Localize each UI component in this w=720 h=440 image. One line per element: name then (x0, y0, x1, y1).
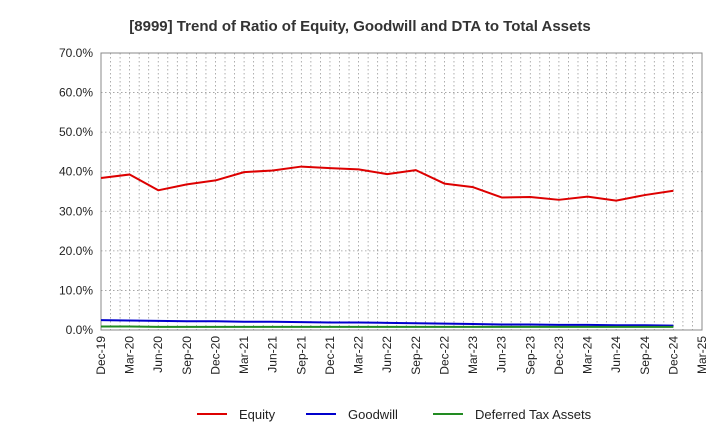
legend-label: Deferred Tax Assets (475, 407, 592, 422)
y-tick-label: 50.0% (59, 125, 93, 139)
x-tick-label: Mar-21 (237, 336, 251, 374)
x-tick-label: Jun-22 (380, 336, 394, 373)
y-tick-label: 60.0% (59, 86, 93, 100)
series-line-equity (100, 165, 674, 202)
x-tick-label: Jun-24 (609, 336, 623, 373)
x-tick-label: Sep-22 (409, 336, 423, 375)
x-tick-label: Mar-24 (581, 336, 595, 374)
x-tick-label: Sep-24 (638, 336, 652, 375)
x-tick-label: Sep-23 (523, 336, 537, 375)
x-tick-label: Dec-23 (552, 336, 566, 375)
y-tick-label: 10.0% (59, 283, 93, 297)
legend-label: Goodwill (348, 407, 398, 422)
x-axis: Dec-19 Mar-20 Jun-20 Sep-20 Dec-20 Mar-21 Jun-… (94, 336, 709, 375)
x-tick-label: Sep-21 (294, 336, 308, 375)
x-tick-label: Mar-25 (695, 336, 709, 374)
x-tick-label: Jun-20 (151, 336, 165, 373)
y-tick-label: 0.0% (66, 323, 94, 337)
x-tick-label: Dec-21 (323, 336, 337, 375)
series-line-goodwill (100, 319, 674, 327)
x-tick-label: Jun-21 (266, 336, 280, 373)
legend-label: Equity (239, 407, 276, 422)
y-axis: 0.0% 10.0% 20.0% 30.0% 40.0% 50.0% 60.0% 70.0% (59, 46, 93, 337)
x-tick-label: Dec-24 (666, 336, 680, 375)
x-tick-label: Dec-22 (437, 336, 451, 375)
legend: Equity Goodwill Deferred Tax Assets (197, 407, 592, 422)
x-tick-label: Jun-23 (495, 336, 509, 373)
x-tick-label: Dec-20 (208, 336, 222, 375)
y-tick-label: 20.0% (59, 244, 93, 258)
y-tick-label: 30.0% (59, 204, 93, 218)
x-tick-label: Dec-19 (94, 336, 108, 375)
plot-area (100, 52, 703, 331)
x-tick-label: Sep-20 (180, 336, 194, 375)
series-lines (100, 165, 674, 328)
x-tick-label: Mar-22 (352, 336, 366, 374)
x-tick-label: Mar-23 (466, 336, 480, 374)
grid (101, 53, 702, 330)
chart-title: [8999] Trend of Ratio of Equity, Goodwil… (129, 18, 590, 35)
x-tick-label: Mar-20 (123, 336, 137, 374)
y-tick-label: 40.0% (59, 165, 93, 179)
y-tick-label: 70.0% (59, 46, 93, 60)
